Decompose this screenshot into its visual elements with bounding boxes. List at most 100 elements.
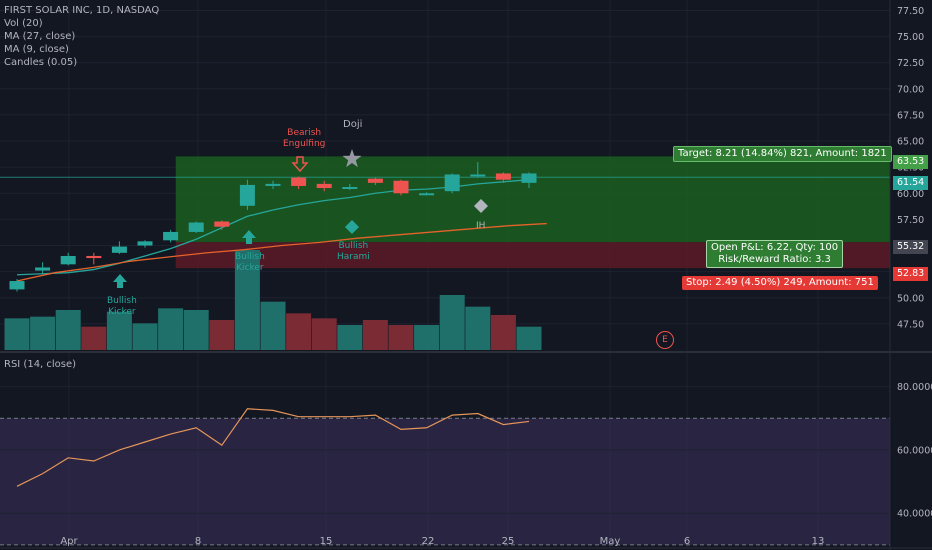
ma-fast-line (16, 179, 530, 276)
x-tick-label: May (600, 536, 621, 547)
legend: FIRST SOLAR INC, 1D, NASDAQ Vol (20) MA (2… (4, 4, 159, 69)
rsi-line (16, 408, 530, 487)
x-tick-label: Apr (60, 536, 78, 547)
candle-body (35, 267, 51, 271)
last-price-badge: 61.54 (893, 176, 929, 190)
pattern-markers (113, 149, 488, 288)
volume-bar (311, 318, 337, 350)
bullish-kicker-label: Bullish Kicker (107, 296, 137, 317)
legend-item-3: MA (9, close) (4, 44, 69, 55)
candle-body (214, 221, 230, 227)
open-pnl-label: Open P&L: 6.22, Qty: 100 (711, 242, 839, 253)
bullish-kicker-arrow-icon (113, 274, 127, 288)
candle-body (60, 255, 76, 265)
volume-bar (465, 306, 491, 350)
volume-bar (183, 310, 209, 350)
volume-bar (388, 325, 414, 350)
candle-body (188, 222, 204, 232)
volume-bar (516, 326, 542, 350)
x-tick-label: 15 (320, 536, 333, 547)
y-tick-label: 77.50 (897, 6, 924, 17)
bullish-harami-diamond-icon (345, 220, 359, 234)
doji-star-icon (342, 149, 362, 168)
volume-bar (158, 308, 184, 350)
bullish-kicker-2-arrow-icon (242, 230, 256, 244)
candle-body (265, 183, 281, 186)
y-tick-label: 72.50 (897, 58, 924, 69)
volume-bar (490, 315, 516, 350)
target-box[interactable]: Target: 8.21 (14.84%) 821, Amount: 1821 (673, 146, 892, 162)
candle-body (393, 180, 409, 194)
moving-averages (16, 179, 547, 282)
volume-bar (439, 295, 465, 350)
volume-bar (260, 301, 286, 350)
volume-bar (414, 325, 440, 350)
y-tick-label: 60.00 (897, 189, 924, 200)
legend-item-4: Candles (0.05) (4, 57, 78, 68)
open-pnl-box[interactable]: Open P&L: 6.22, Qty: 100 Risk/Reward Rat… (706, 240, 844, 268)
x-tick-label: 22 (422, 536, 435, 547)
bullish-kicker-2-label: Bullish Kicker (235, 252, 265, 273)
rsi-legend: RSI (14, close) (4, 359, 77, 370)
volume-bar (30, 316, 56, 350)
ma-slow-line (16, 222, 547, 282)
y-tick-label: 70.00 (897, 84, 924, 95)
rsi-pane: 40.0000 60.0000 80.0000 (0, 382, 932, 546)
candle-body (342, 187, 358, 190)
bearish-engulfing-label: Bearish Engulfing (283, 128, 326, 149)
candle-body (367, 178, 383, 183)
x-tick-label: 6 (684, 536, 690, 547)
volume-bar (55, 310, 81, 350)
rsi-band (0, 418, 890, 545)
x-tick-label: 13 (812, 536, 825, 547)
volume-bar (4, 318, 30, 350)
candle-body (9, 281, 25, 290)
volume-bar (106, 311, 132, 350)
candles (9, 161, 537, 292)
candle-body (239, 184, 255, 206)
bearish-engulfing-arrow-icon (291, 156, 309, 173)
rsi-tick-label: 60.0000 (897, 445, 932, 456)
candle-body (163, 231, 179, 241)
legend-item-1: Vol (20) (4, 18, 43, 29)
y-tick-label: 57.50 (897, 215, 924, 226)
volume-bar (362, 320, 388, 350)
bullish-harami-label: Bullish Harami (337, 241, 370, 262)
candle-body (444, 174, 460, 192)
candle-body (470, 174, 486, 177)
candle-body (316, 183, 332, 189)
rsi-tick-label: 80.0000 (897, 382, 932, 393)
candle-body (137, 241, 153, 246)
stop-price-badge: 52.83 (893, 267, 929, 281)
stop-box[interactable]: Stop: 2.49 (4.50%) 249, Amount: 751 (682, 276, 878, 290)
y-tick-label: 65.00 (897, 137, 924, 148)
volume-bar (81, 326, 107, 350)
volume-bar (209, 320, 235, 350)
volume-bar (337, 325, 363, 350)
earnings-label[interactable]: E (656, 331, 674, 349)
candle-body (291, 177, 307, 186)
volume-bars (4, 250, 542, 350)
entry-price-badge: 55.32 (893, 240, 929, 254)
y-tick-label: 50.00 (897, 293, 924, 304)
candle-body (521, 173, 537, 183)
legend-item-0: FIRST SOLAR INC, 1D, NASDAQ (4, 5, 160, 16)
legend-item-2: MA (27, close) (4, 31, 76, 42)
x-tick-label: 25 (502, 536, 515, 547)
target-price-badge: 63.53 (893, 155, 929, 169)
ih-label: IH (476, 221, 486, 231)
x-tick-label: 8 (195, 536, 201, 547)
volume-bar (286, 313, 312, 350)
volume-bar (132, 323, 158, 350)
candle-body (111, 246, 127, 253)
y-tick-label: 67.50 (897, 110, 924, 121)
volume-bar (234, 250, 260, 350)
candle-body (419, 193, 435, 196)
candle-body (86, 255, 102, 259)
target-zone (175, 156, 891, 243)
risk-reward-label: Risk/Reward Ratio: 3.3 (718, 254, 831, 265)
rsi-tick-label: 40.0000 (897, 509, 932, 520)
y-tick-label: 75.00 (897, 32, 924, 43)
ih-diamond-icon (474, 199, 488, 213)
